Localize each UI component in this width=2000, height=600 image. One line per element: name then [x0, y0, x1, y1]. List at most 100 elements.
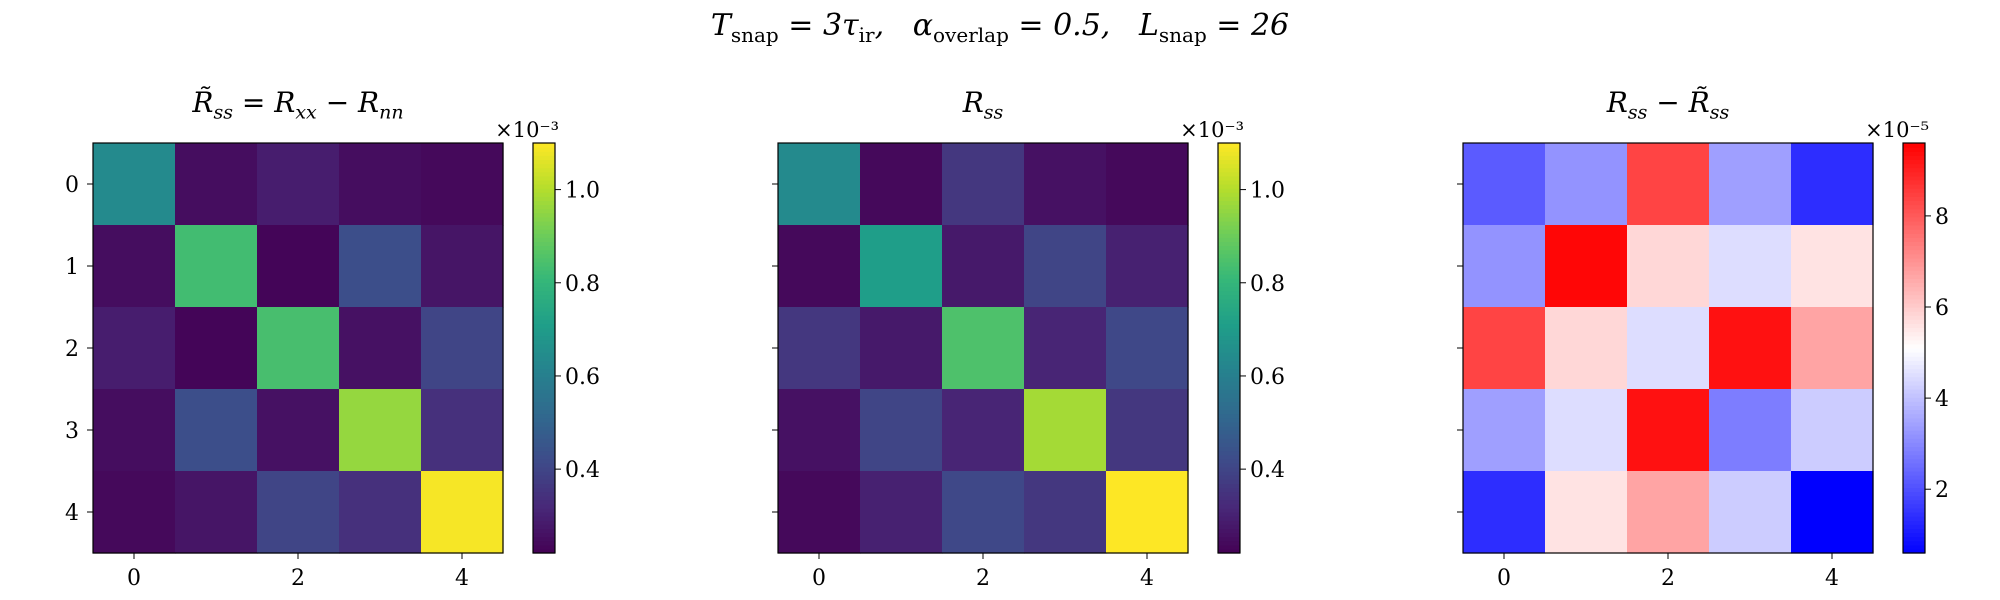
colorbar-segment	[533, 479, 555, 484]
colorbar-segment	[1903, 413, 1925, 419]
colorbar-segment	[533, 466, 555, 472]
colorbar-segment	[1218, 376, 1240, 382]
colorbar-segment	[1903, 237, 1925, 242]
colorbar-segment	[1218, 360, 1240, 365]
colorbar-segment	[1218, 323, 1240, 329]
colorbar-segment	[1218, 524, 1240, 529]
colorbar-segment	[1218, 319, 1240, 324]
colorbar-tick-label: 0.4	[565, 458, 600, 483]
heatmap-cell-r0-c3	[1024, 143, 1107, 226]
heatmap-cell-r4-c2	[257, 471, 340, 554]
colorbar-segment	[1903, 307, 1925, 312]
colorbar-segment	[1218, 261, 1240, 267]
heatmap-cell-r3-c0	[778, 389, 861, 472]
colorbar-tick-label: 2	[1935, 478, 1949, 503]
colorbar-segment	[1218, 220, 1240, 226]
colorbar-segment	[1218, 495, 1240, 501]
colorbar-segment	[1903, 454, 1925, 460]
colorbar-segment	[1903, 266, 1925, 271]
colorbar-segment	[533, 331, 555, 337]
colorbar-segment	[1218, 487, 1240, 493]
colorbar-segment	[533, 220, 555, 226]
heatmap-cell-r1-c4	[421, 225, 504, 308]
colorbar-segment	[1903, 446, 1925, 452]
x-tick-label: 2	[976, 566, 990, 591]
figure-suptitle: Tsnap = 3τir, αoverlap = 0.5, Lsnap = 26	[710, 8, 1290, 47]
colorbar-segment	[1903, 298, 1925, 304]
colorbar-segment	[1903, 241, 1925, 247]
colorbar-segment	[533, 270, 555, 275]
colorbar-segment	[1903, 384, 1925, 390]
heatmap-cell-r1-c1	[175, 225, 258, 308]
colorbar-segment	[533, 208, 555, 214]
colorbar-frame	[1902, 142, 1926, 554]
colorbar-segment	[1903, 339, 1925, 345]
colorbar-tick-label: 6	[1935, 296, 1949, 321]
colorbar-segment	[1903, 212, 1925, 218]
colorbar-segment	[533, 364, 555, 370]
heatmap-cell-r2-c3	[1024, 307, 1107, 390]
colorbar-segment	[533, 302, 555, 308]
colorbar-segment	[533, 393, 555, 398]
colorbar-segment	[533, 155, 555, 160]
colorbar-segment	[1218, 339, 1240, 345]
colorbar-segment	[533, 307, 555, 312]
colorbar-segment	[1903, 405, 1925, 411]
colorbar-segment	[1218, 475, 1240, 480]
heatmap-cell-r2-c4	[1106, 307, 1189, 390]
colorbar-segment	[1903, 192, 1925, 197]
colorbar-segment	[533, 413, 555, 419]
colorbar-segment	[1218, 200, 1240, 206]
heatmap-cell-r2-c3	[1709, 307, 1792, 390]
colorbar-segment	[533, 475, 555, 480]
colorbar-segment	[1218, 266, 1240, 271]
heatmap-cell-r2-c2	[257, 307, 340, 390]
colorbar-segment	[533, 216, 555, 222]
colorbar-segment	[1218, 532, 1240, 538]
colorbar-segment	[533, 163, 555, 169]
colorbar-segment	[1903, 204, 1925, 210]
heatmap-cell-r4-c0	[778, 471, 861, 554]
heatmap-cell-r1-c2	[257, 225, 340, 308]
heatmap-cell-r0-c0	[93, 143, 176, 226]
colorbar-segment	[533, 298, 555, 304]
heatmap-cell-r2-c2	[942, 307, 1025, 390]
colorbar-segment	[1903, 348, 1925, 353]
heatmap-cell-r2-c1	[175, 307, 258, 390]
heatmap-cell-r4-c2	[942, 471, 1025, 554]
colorbar-segment	[533, 409, 555, 415]
colorbar-segment	[533, 425, 555, 431]
heatmap-cell-r4-c4	[1106, 471, 1189, 554]
colorbar-segment	[1903, 425, 1925, 431]
colorbar-segment	[533, 225, 555, 230]
colorbar-segment	[1903, 532, 1925, 538]
colorbar-segment	[1903, 343, 1925, 349]
colorbar-segment	[1218, 278, 1240, 283]
colorbar-segment	[1218, 438, 1240, 443]
colorbar-segment	[533, 188, 555, 193]
colorbar-segment	[1218, 348, 1240, 353]
panel-title-rss: Rss	[962, 86, 1004, 124]
colorbar-segment	[533, 483, 555, 488]
colorbar-segment	[1218, 327, 1240, 333]
colorbar-segment	[1218, 245, 1240, 251]
heatmap-cell-r3-c1	[175, 389, 258, 472]
colorbar-segment	[1218, 151, 1240, 156]
heatmap-cell-r0-c3	[1709, 143, 1792, 226]
colorbar-segment	[1903, 171, 1925, 177]
x-tick-label: 4	[1140, 566, 1154, 591]
x-tick-label: 2	[1661, 566, 1675, 591]
colorbar-segment	[1218, 294, 1240, 300]
colorbar-segment	[1218, 393, 1240, 398]
colorbar-segment	[533, 311, 555, 316]
heatmap-cell-r1-c3	[1024, 225, 1107, 308]
colorbar-segment	[1903, 499, 1925, 505]
colorbar-segment	[1903, 524, 1925, 529]
colorbar-segment	[1903, 430, 1925, 435]
heatmap-cell-r1-c0	[1463, 225, 1546, 308]
colorbar-segment	[1903, 409, 1925, 415]
colorbar-segment	[1218, 491, 1240, 497]
heatmap-cell-r2-c4	[421, 307, 504, 390]
colorbar-segment	[1218, 397, 1240, 402]
heatmap-cell-r4-c1	[175, 471, 258, 554]
